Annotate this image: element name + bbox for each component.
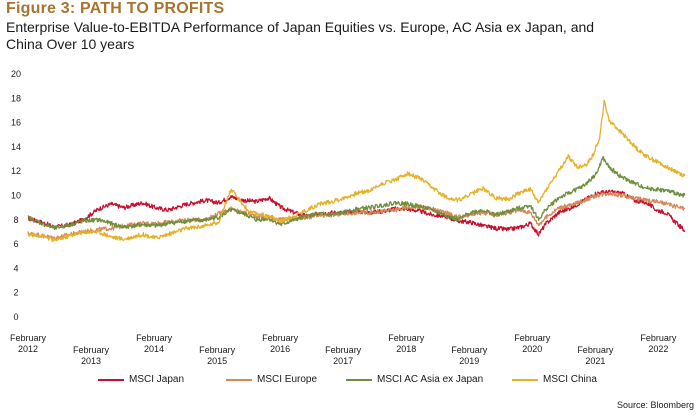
x-tick-label: February xyxy=(262,333,299,343)
x-tick-label: February xyxy=(451,345,488,355)
x-tick-label: 2020 xyxy=(522,344,542,354)
y-tick-label: 10 xyxy=(11,191,21,201)
x-tick-label: 2014 xyxy=(144,344,164,354)
y-tick-label: 6 xyxy=(13,239,18,249)
legend-label: MSCI Japan xyxy=(129,374,185,385)
y-tick-label: 20 xyxy=(11,69,21,79)
legend-swatch xyxy=(98,378,124,381)
x-tick-label: February xyxy=(640,333,677,343)
x-tick-label: 2013 xyxy=(81,356,101,366)
y-tick-label: 4 xyxy=(13,263,18,273)
series-line-msci-ac-asia-ex-japan xyxy=(27,156,686,231)
x-tick-label: February xyxy=(136,333,173,343)
x-tick-label: 2012 xyxy=(18,344,38,354)
y-axis: 0 2 4 6 8 10 12 14 16 18 20 xyxy=(11,69,21,322)
y-tick-label: 0 xyxy=(13,312,18,322)
x-tick-label: 2017 xyxy=(333,356,353,366)
x-tick-label: February xyxy=(577,345,614,355)
x-tick-label: 2018 xyxy=(396,344,416,354)
legend: MSCI Japan MSCI Europe MSCI AC Asia ex Jap… xyxy=(0,374,700,390)
legend-swatch xyxy=(512,378,538,381)
legend-label: MSCI Europe xyxy=(257,374,318,385)
x-tick-label: February xyxy=(199,345,236,355)
legend-swatch xyxy=(226,378,252,381)
y-tick-label: 14 xyxy=(11,142,21,152)
x-tick-label: 2022 xyxy=(648,344,668,354)
legend-item: MSCI Europe xyxy=(226,374,317,385)
y-tick-label: 2 xyxy=(13,288,18,298)
series-line-msci-china xyxy=(27,99,686,243)
x-tick-label: 2015 xyxy=(207,356,227,366)
x-tick-label: February xyxy=(388,333,425,343)
legend-swatch xyxy=(346,378,372,381)
x-tick-label: February xyxy=(325,345,362,355)
chart-title: Enterprise Value-to-EBITDA Performance o… xyxy=(6,19,595,52)
y-tick-label: 8 xyxy=(13,215,18,225)
x-tick-label: February xyxy=(514,333,551,343)
source-note: Source: Bloomberg xyxy=(616,400,694,410)
x-tick-label: 2019 xyxy=(459,356,479,366)
x-tick-label: 2021 xyxy=(585,356,605,366)
series-layer xyxy=(27,99,686,243)
y-tick-label: 12 xyxy=(11,166,21,176)
legend-item: MSCI AC Asia ex Japan xyxy=(346,374,483,385)
legend-label: MSCI AC Asia ex Japan xyxy=(377,374,484,385)
legend-item: MSCI China xyxy=(512,374,597,385)
x-tick-label: 2016 xyxy=(270,344,290,354)
y-tick-label: 16 xyxy=(11,118,21,128)
legend-item: MSCI Japan xyxy=(98,374,184,385)
legend-label: MSCI China xyxy=(543,374,597,385)
x-tick-label: February xyxy=(73,345,110,355)
x-tick-label: February xyxy=(10,333,47,343)
series-line-msci-europe xyxy=(27,191,686,241)
y-tick-label: 18 xyxy=(11,93,21,103)
figure-label: Figure 3: PATH TO PROFITS xyxy=(6,0,225,17)
